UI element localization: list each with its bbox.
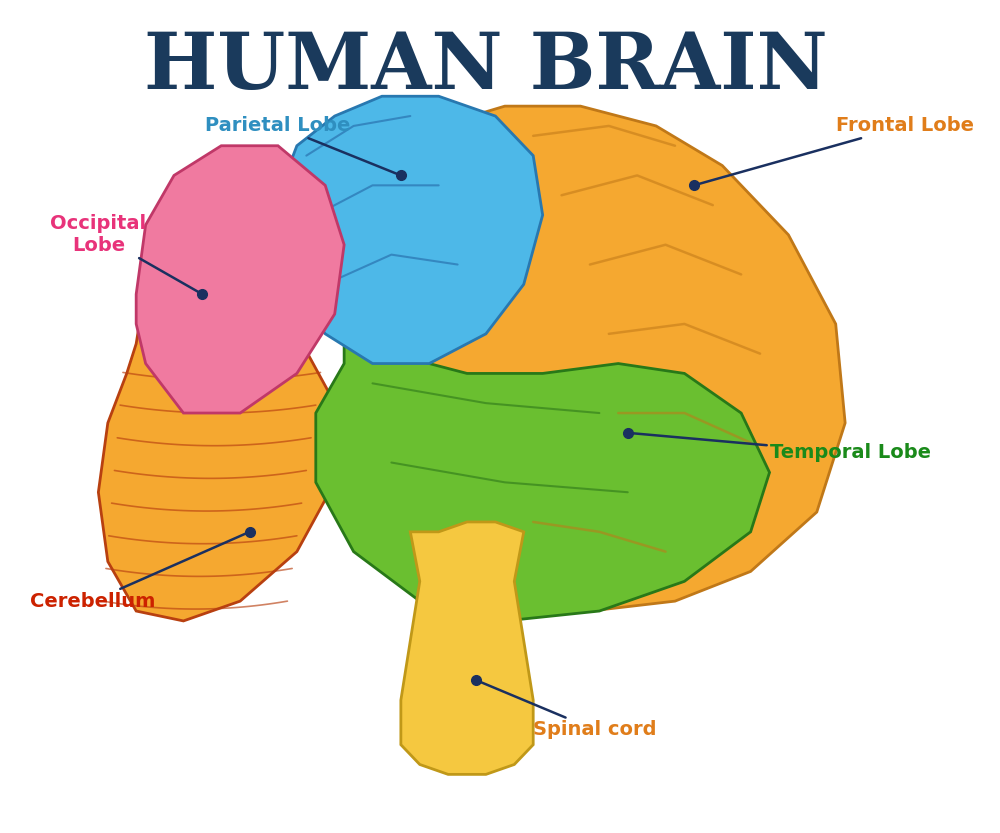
Text: Spinal cord: Spinal cord [476,681,657,740]
Polygon shape [401,522,533,775]
Polygon shape [382,106,845,611]
Polygon shape [136,146,344,413]
Polygon shape [98,265,335,621]
Polygon shape [269,97,543,363]
Text: Cerebellum: Cerebellum [30,531,250,611]
Text: HUMAN BRAIN: HUMAN BRAIN [144,28,828,104]
Text: Frontal Lobe: Frontal Lobe [694,117,974,185]
Text: Temporal Lobe: Temporal Lobe [628,433,931,462]
Text: Parietal Lobe: Parietal Lobe [205,117,401,176]
Polygon shape [316,334,770,621]
Text: Occipital
Lobe: Occipital Lobe [50,214,202,294]
